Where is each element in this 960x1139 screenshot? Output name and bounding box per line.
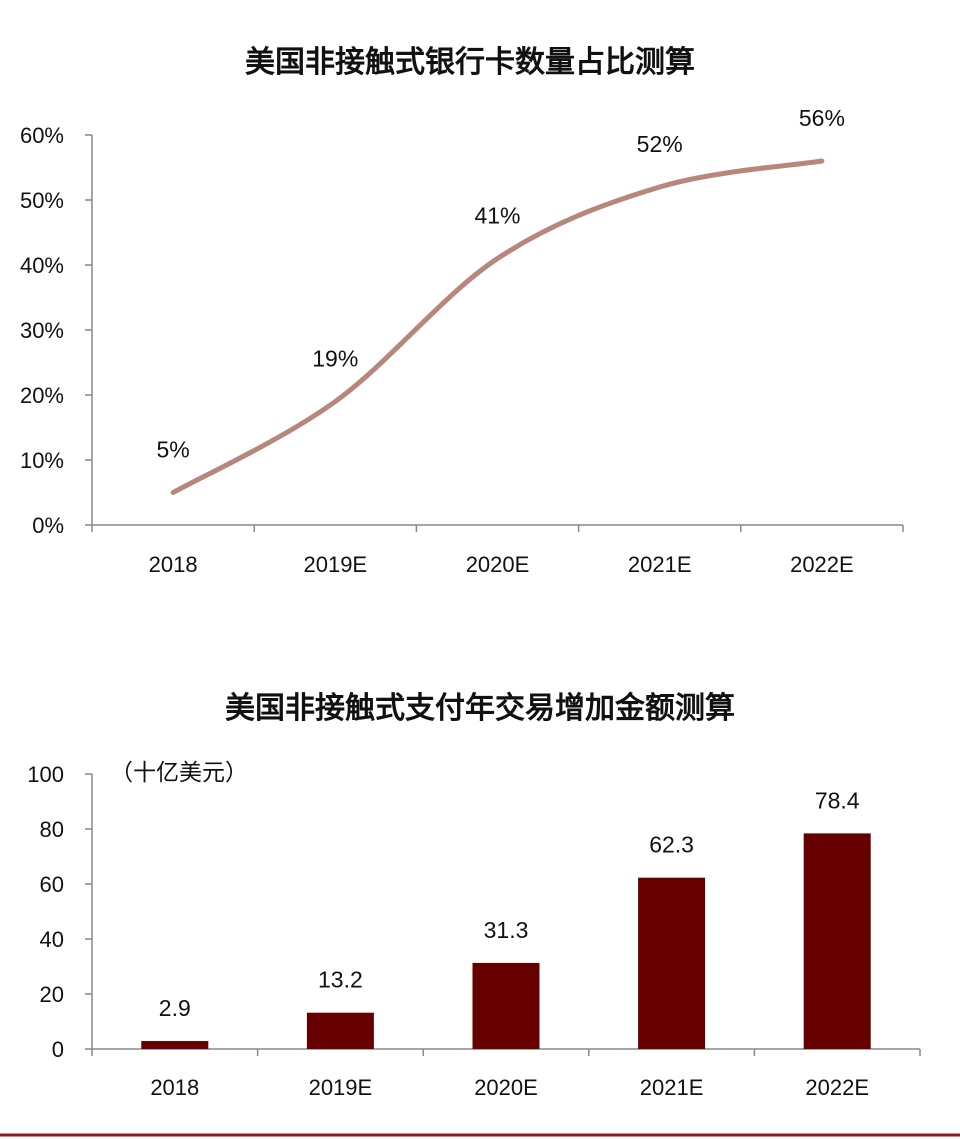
data-label: 62.3 bbox=[649, 832, 694, 858]
data-label: 41% bbox=[474, 203, 520, 229]
y-tick-label: 100 bbox=[27, 762, 64, 787]
y-tick-label: 20% bbox=[20, 383, 64, 408]
x-tick-label: 2019E bbox=[309, 1075, 373, 1100]
x-tick-label: 2022E bbox=[805, 1075, 869, 1100]
y-tick-label: 30% bbox=[20, 318, 64, 343]
y-tick-label: 50% bbox=[20, 188, 64, 213]
y-tick-label: 60 bbox=[40, 872, 64, 897]
y-tick-label: 40 bbox=[40, 927, 64, 952]
x-tick-label: 2020E bbox=[474, 1075, 538, 1100]
x-tick-label: 2018 bbox=[150, 1075, 199, 1100]
line-chart-series bbox=[170, 158, 825, 495]
y-tick-label: 20 bbox=[40, 982, 64, 1007]
bar-chart-data-labels: 2.9 13.2 31.3 62.3 78.4 bbox=[159, 787, 860, 1021]
line-chart-data-labels: 5% 19% 41% 52% 56% bbox=[156, 105, 844, 463]
data-label: 19% bbox=[312, 346, 358, 372]
line-chart-axes bbox=[85, 134, 904, 532]
bar-chart-title: 美国非接触式支付年交易增加金额测算 bbox=[225, 691, 735, 726]
data-label: 2.9 bbox=[159, 995, 191, 1021]
line-chart-x-ticks: 2018 2019E 2020E 2021E 2022E bbox=[149, 552, 854, 577]
bar bbox=[141, 1041, 209, 1049]
line-chart: 美国非接触式银行卡数量占比测算 0% 10% 20% 30% 40% 50% 60% 201… bbox=[20, 45, 904, 577]
data-label: 13.2 bbox=[318, 967, 363, 993]
x-tick-label: 2020E bbox=[466, 552, 530, 577]
bar-chart-x-ticks: 2018 2019E 2020E 2021E 2022E bbox=[150, 1075, 869, 1100]
data-label: 56% bbox=[799, 105, 845, 131]
x-tick-label: 2018 bbox=[149, 552, 198, 577]
data-label: 52% bbox=[637, 131, 683, 157]
y-tick-label: 40% bbox=[20, 253, 64, 278]
x-tick-label: 2021E bbox=[640, 1075, 704, 1100]
bar bbox=[306, 1012, 374, 1049]
bar-chart-bars bbox=[141, 833, 871, 1049]
y-tick-label: 60% bbox=[20, 123, 64, 148]
data-label: 31.3 bbox=[484, 917, 529, 943]
y-tick-label: 0 bbox=[52, 1037, 64, 1062]
bar bbox=[638, 877, 706, 1049]
x-tick-label: 2022E bbox=[790, 552, 854, 577]
y-tick-label: 10% bbox=[20, 448, 64, 473]
data-label: 78.4 bbox=[815, 787, 860, 813]
y-tick-label: 0% bbox=[32, 513, 64, 538]
bar-chart: 美国非接触式支付年交易增加金额测算 （十亿美元） 0 20 40 60 80 100 20… bbox=[27, 691, 921, 1100]
line-chart-title: 美国非接触式银行卡数量占比测算 bbox=[245, 45, 695, 80]
bar-chart-unit-label: （十亿美元） bbox=[110, 760, 248, 786]
x-tick-label: 2021E bbox=[628, 552, 692, 577]
bar-chart-y-ticks: 0 20 40 60 80 100 bbox=[27, 762, 64, 1062]
bar bbox=[472, 962, 540, 1049]
series-line bbox=[170, 158, 825, 495]
y-tick-label: 80 bbox=[40, 817, 64, 842]
line-chart-y-ticks: 0% 10% 20% 30% 40% 50% 60% bbox=[20, 123, 64, 538]
x-tick-label: 2019E bbox=[303, 552, 367, 577]
bar bbox=[803, 833, 871, 1049]
data-label: 5% bbox=[156, 437, 189, 463]
